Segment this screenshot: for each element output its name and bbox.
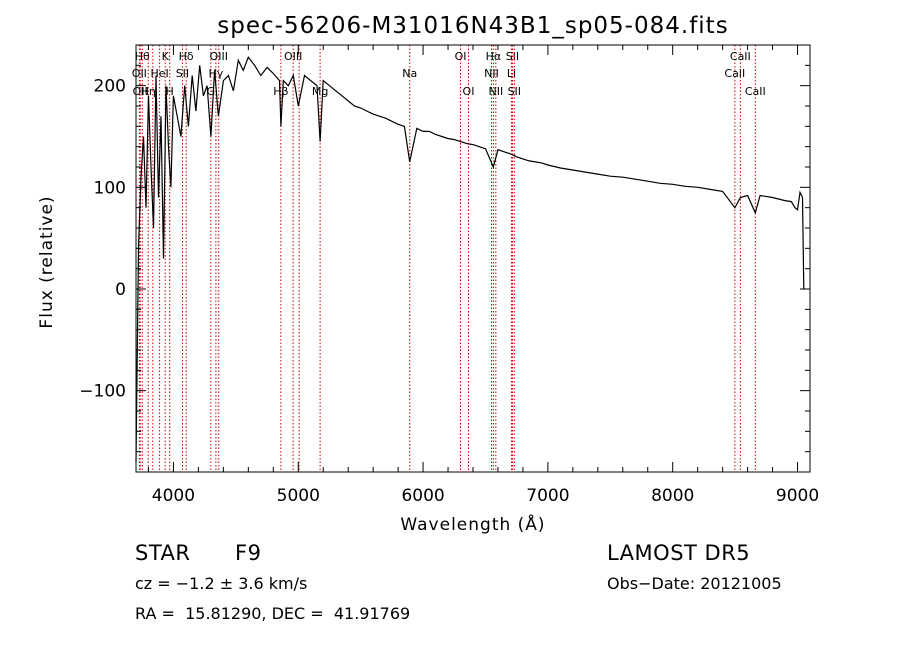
y-tick-label: −100 [79,382,126,402]
survey-label: LAMOST DR5 [607,541,751,565]
line-marker-label: OII [132,67,147,80]
y-tick-label: 200 [94,77,126,97]
line-marker-label: G [207,85,216,98]
line-marker-label: Hβ [273,85,288,98]
y-tick-label: 0 [115,280,126,300]
line-marker-label: K [162,50,170,63]
spectrum-series [135,55,805,462]
obs-date-text: Obs−Date: 20121005 [607,574,782,593]
line-marker-label: OI [463,85,475,98]
line-marker-label: SII [176,67,189,80]
line-marker-label: HeI [150,67,168,80]
velocity-text: cz = −1.2 ± 3.6 km/s [135,574,308,593]
x-tick-label: 6000 [401,486,444,506]
line-marker-label: Hγ [208,67,223,80]
line-marker-label: NII [488,85,503,98]
line-marker-label: SII [508,85,521,98]
line-marker-label: NII [484,67,499,80]
line-marker-label: Mg [312,85,328,98]
line-marker-label: Hη [141,85,156,98]
line-marker-label: OI [455,50,467,63]
line-marker-label: Hδ [179,50,194,63]
coords-text: RA = 15.81290, DEC = 41.91769 [135,604,411,623]
line-marker-label: CaII [745,85,766,98]
class-label: STAR [135,541,191,565]
x-tick-label: 9000 [776,486,819,506]
subclass-label: F9 [235,541,262,565]
line-marker-label: OIII [210,50,228,63]
line-marker-label: H [166,85,174,98]
line-marker-label: Li [507,67,516,80]
line-marker-label: SII [506,50,519,63]
line-marker-label: Na [402,67,417,80]
line-markers: HθOIIOIIHηHeIKHSIIHδGHγOIIIHβOIIIMgNaOIO… [132,45,766,472]
plot-frame [135,44,811,473]
x-axis-label: Wavelength (Å) [400,513,545,535]
line-marker-label: Hθ [135,50,150,63]
line-marker-label: Hα [486,50,502,63]
spectrum-line-0 [135,55,805,462]
line-marker-label: OIII [284,50,302,63]
y-tick-label: 100 [94,178,126,198]
axis-ticks: 4000 5000 6000 7000 8000 9000 −100 0 100 200 [79,44,819,506]
line-marker-label: CaII [724,67,745,80]
line-marker-label: CaII [730,50,751,63]
chart-title: spec-56206-M31016N43B1_sp05-084.fits [217,13,728,39]
x-tick-label: 5000 [277,486,320,506]
y-axis-label: Flux (relative) [37,195,57,328]
x-tick-label: 4000 [152,486,195,506]
x-tick-label: 8000 [651,486,694,506]
x-tick-label: 7000 [526,486,569,506]
